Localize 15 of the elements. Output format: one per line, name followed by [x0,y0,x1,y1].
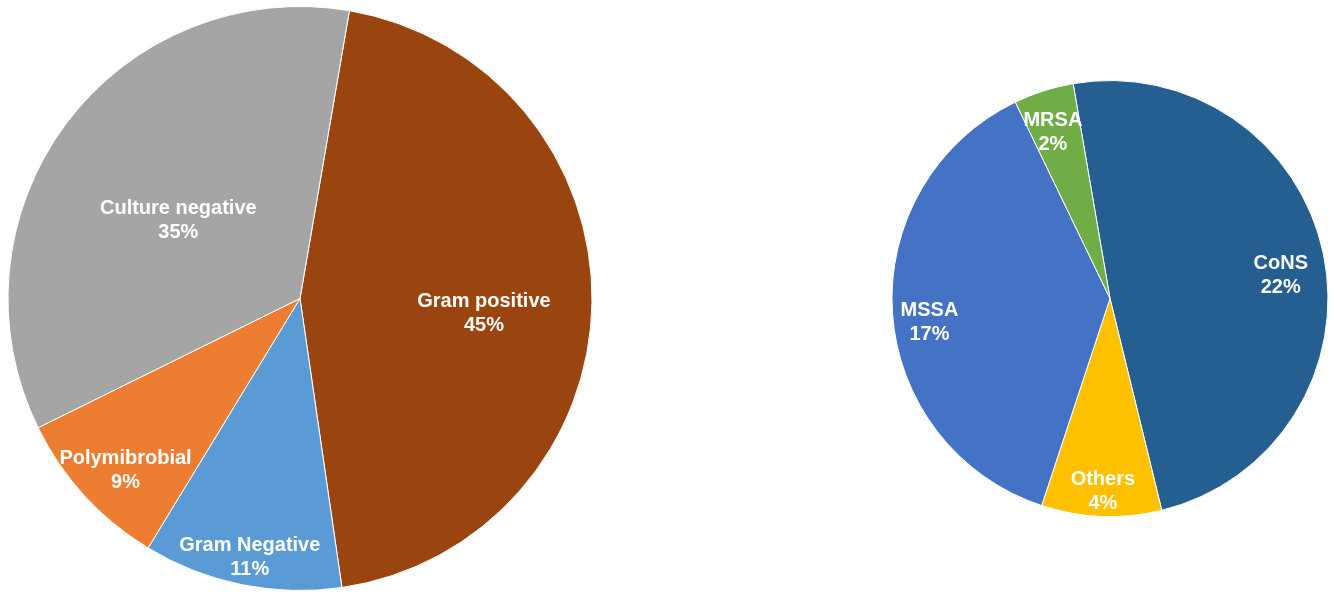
slice-label: CoNS [1253,251,1308,274]
data-label: 45% [463,312,505,335]
data-label: 2% [1038,131,1068,154]
slice-label: Polymibrobial [59,446,192,469]
slice-label: Culture negative [99,195,257,218]
slice-label: Others [1070,467,1136,490]
data-label: 9% [111,470,141,493]
slice-label: Gram positive [417,288,551,311]
data-label: 4% [1088,491,1118,514]
data-label: 22% [1260,275,1301,298]
slice-label: Gram Negative [179,532,321,555]
slice-label: MSSA [900,298,959,321]
data-label: 11% [230,556,270,579]
data-label: 35% [158,219,199,242]
data-label: 17% [909,322,950,345]
